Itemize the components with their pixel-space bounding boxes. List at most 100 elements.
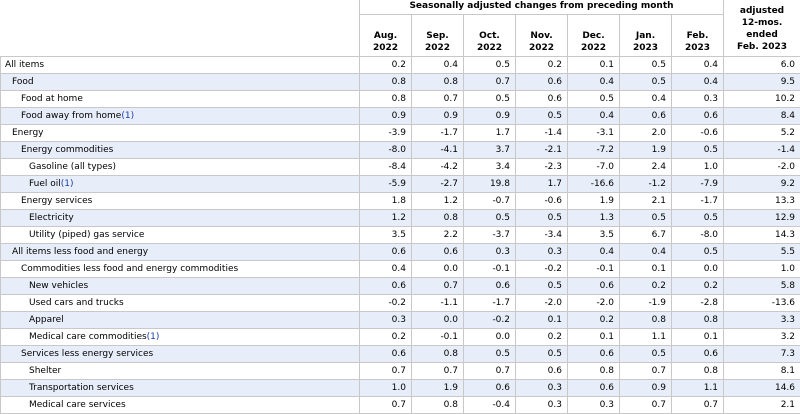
value-monthly-change: 0.5: [464, 210, 516, 227]
row-label: Food: [12, 77, 34, 87]
row-label-cell: Shelter: [1, 363, 360, 380]
value-monthly-change: 0.7: [412, 363, 464, 380]
row-label: Energy services: [21, 196, 92, 206]
value-monthly-change: 0.7: [672, 397, 724, 414]
header-month-2: Oct.2022: [464, 15, 516, 57]
value-monthly-change: 0.5: [672, 142, 724, 159]
value-monthly-change: 0.7: [360, 363, 412, 380]
value-monthly-change: 3.7: [464, 142, 516, 159]
value-monthly-change: 0.0: [672, 261, 724, 278]
value-monthly-change: 0.6: [568, 380, 620, 397]
value-monthly-change: 0.5: [620, 74, 672, 91]
value-12-month-change: 9.5: [724, 74, 800, 91]
header-last-line-2: 12-mos.: [728, 17, 796, 29]
header-month-year: 2022: [364, 42, 407, 54]
value-monthly-change: -5.9: [360, 176, 412, 193]
value-monthly-change: 0.5: [672, 244, 724, 261]
value-monthly-change: 0.9: [620, 380, 672, 397]
value-12-month-change: -2.0: [724, 159, 800, 176]
row-label-cell: Fuel oil(1): [1, 176, 360, 193]
value-monthly-change: 0.3: [360, 312, 412, 329]
row-label: Apparel: [29, 315, 64, 325]
table-header: Seasonally adjusted changes from precedi…: [1, 0, 800, 57]
value-12-month-change: 13.3: [724, 193, 800, 210]
value-monthly-change: 0.6: [516, 91, 568, 108]
footnote-link[interactable]: (1): [147, 332, 160, 342]
value-monthly-change: 1.9: [620, 142, 672, 159]
value-monthly-change: 0.7: [464, 74, 516, 91]
value-monthly-change: 0.9: [464, 108, 516, 125]
value-12-month-change: 2.1: [724, 397, 800, 414]
value-monthly-change: 1.0: [360, 380, 412, 397]
row-label: Fuel oil: [29, 179, 61, 189]
header-month-year: 2022: [468, 42, 511, 54]
value-monthly-change: 0.8: [672, 363, 724, 380]
value-monthly-change: 0.3: [516, 397, 568, 414]
row-label-cell: Energy services: [1, 193, 360, 210]
row-label-cell: Gasoline (all types): [1, 159, 360, 176]
value-12-month-change: 8.1: [724, 363, 800, 380]
row-label: Utility (piped) gas service: [29, 230, 144, 240]
header-month-name: Dec.: [572, 30, 615, 42]
value-monthly-change: 19.8: [464, 176, 516, 193]
value-monthly-change: 0.3: [464, 244, 516, 261]
value-monthly-change: 0.1: [568, 329, 620, 346]
header-month-0: Aug.2022: [360, 15, 412, 57]
value-monthly-change: -0.1: [412, 329, 464, 346]
value-monthly-change: 0.5: [516, 108, 568, 125]
value-monthly-change: 1.7: [516, 176, 568, 193]
header-month-3: Nov.2022: [516, 15, 568, 57]
value-monthly-change: 2.1: [620, 193, 672, 210]
value-monthly-change: 0.7: [620, 363, 672, 380]
value-monthly-change: -0.6: [672, 125, 724, 142]
value-monthly-change: -1.7: [412, 125, 464, 142]
value-monthly-change: 0.4: [672, 57, 724, 74]
row-label-cell: Used cars and trucks: [1, 295, 360, 312]
value-12-month-change: 9.2: [724, 176, 800, 193]
value-monthly-change: 0.8: [412, 346, 464, 363]
row-label-cell: Commodities less food and energy commodi…: [1, 261, 360, 278]
value-monthly-change: -0.7: [464, 193, 516, 210]
header-month-year: 2022: [520, 42, 563, 54]
value-monthly-change: 0.9: [360, 108, 412, 125]
value-monthly-change: 0.5: [516, 346, 568, 363]
value-monthly-change: -1.1: [412, 295, 464, 312]
value-monthly-change: 0.1: [516, 312, 568, 329]
value-monthly-change: 0.6: [360, 346, 412, 363]
value-monthly-change: 1.1: [672, 380, 724, 397]
row-label: Energy commodities: [21, 145, 113, 155]
value-monthly-change: 0.8: [412, 397, 464, 414]
header-month-year: 2023: [676, 42, 719, 54]
header-month-5: Jan.2023: [620, 15, 672, 57]
footnote-link[interactable]: (1): [121, 111, 134, 121]
value-12-month-change: -13.6: [724, 295, 800, 312]
value-monthly-change: 0.8: [672, 312, 724, 329]
value-monthly-change: -0.2: [360, 295, 412, 312]
value-monthly-change: 1.9: [412, 380, 464, 397]
value-monthly-change: 0.6: [672, 346, 724, 363]
value-monthly-change: 0.6: [360, 278, 412, 295]
value-12-month-change: 5.5: [724, 244, 800, 261]
value-monthly-change: 0.6: [620, 108, 672, 125]
row-label-cell: Food at home: [1, 91, 360, 108]
value-monthly-change: 3.5: [568, 227, 620, 244]
header-month-name: Oct.: [468, 30, 511, 42]
value-monthly-change: 0.4: [672, 74, 724, 91]
value-monthly-change: 2.0: [620, 125, 672, 142]
header-last-line-1: adjusted: [728, 5, 796, 17]
value-monthly-change: 0.1: [568, 57, 620, 74]
value-monthly-change: 0.1: [620, 261, 672, 278]
row-label-cell: Transportation services: [1, 380, 360, 397]
value-monthly-change: 0.3: [516, 244, 568, 261]
row-label: Medical care commodities: [29, 332, 147, 342]
value-monthly-change: 0.2: [516, 329, 568, 346]
row-label: Gasoline (all types): [29, 162, 116, 172]
value-monthly-change: 1.9: [568, 193, 620, 210]
footnote-link[interactable]: (1): [61, 179, 74, 189]
value-monthly-change: 1.3: [568, 210, 620, 227]
